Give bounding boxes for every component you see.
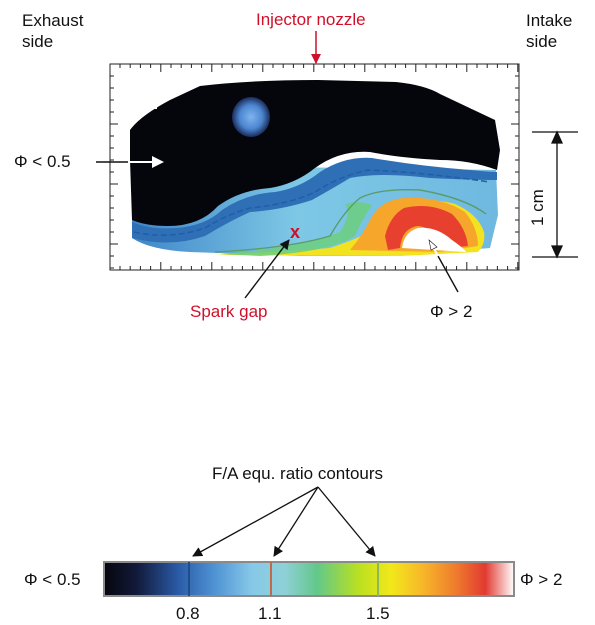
colorbar-tick-0.8: 0.8 bbox=[176, 604, 200, 623]
scale-bar-label: 1 cm bbox=[528, 189, 547, 226]
spark-gap-label: Spark gap bbox=[190, 302, 268, 321]
phi-low-image-label: Φ < 0.5 bbox=[14, 152, 71, 171]
spark-marker: x bbox=[290, 222, 301, 242]
intake-side-label: Intake side bbox=[526, 11, 573, 51]
exhaust-side-label: Exhaust side bbox=[22, 11, 84, 51]
intake-letter: I bbox=[469, 88, 476, 115]
injector-nozzle-label: Injector nozzle bbox=[256, 10, 366, 29]
contour-arrows bbox=[192, 486, 376, 557]
scale-bar bbox=[532, 130, 578, 259]
phi-high-image-label: Φ > 2 bbox=[430, 302, 473, 321]
colorbar bbox=[103, 561, 515, 597]
contours-title: F/A equ. ratio contours bbox=[212, 464, 384, 483]
exhaust-letter: E bbox=[142, 88, 159, 115]
phi-high-leader bbox=[437, 255, 459, 293]
fuel-distribution-image bbox=[130, 80, 500, 256]
colorbar-tick-1.1: 1.1 bbox=[258, 604, 282, 623]
colorbar-right-label: Φ > 2 bbox=[520, 570, 563, 589]
colorbar-left-label: Φ < 0.5 bbox=[24, 570, 81, 589]
colorbar-tick-1.5: 1.5 bbox=[366, 604, 390, 623]
spark-leader bbox=[244, 239, 290, 299]
